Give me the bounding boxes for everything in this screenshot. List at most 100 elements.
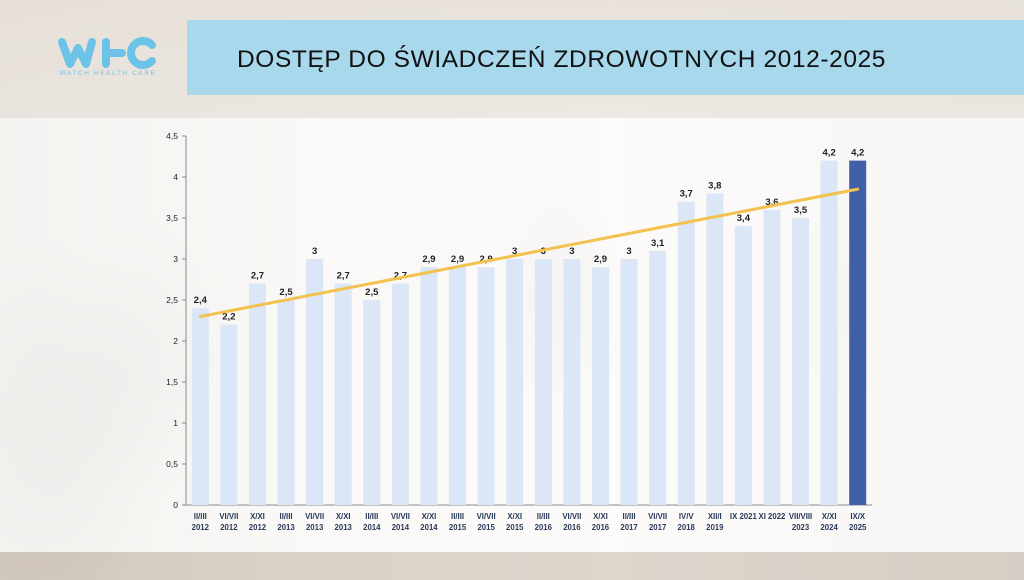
x-tick-label: II/III (623, 512, 636, 521)
y-tick-label: 2 (173, 336, 178, 346)
x-tick-label: IV/V (679, 512, 695, 521)
x-tick-label: II/III (451, 512, 464, 521)
x-tick-label: 2017 (649, 523, 666, 532)
x-tick-label: 2014 (420, 523, 438, 532)
logo-text: WATCH HEALTH CARE (59, 70, 157, 77)
x-tick-label: XII/I (708, 512, 722, 521)
data-label: 2,7 (251, 271, 264, 282)
data-label: 2,9 (451, 254, 464, 265)
x-tick-label: 2012 (249, 523, 267, 532)
bar (820, 160, 838, 505)
data-label: 2,7 (337, 271, 350, 282)
x-tick-label: 2016 (563, 523, 581, 532)
x-tick-label: VI/VII (391, 512, 410, 521)
footer-band (0, 552, 1024, 580)
bar (534, 259, 552, 505)
data-label: 3,4 (737, 213, 751, 224)
data-label: 3 (512, 246, 517, 257)
x-tick-label: X/XI (336, 512, 351, 521)
x-tick-label: VII/VIII (789, 512, 812, 521)
data-label: 3,1 (651, 238, 665, 249)
x-tick-label: X/XI (250, 512, 265, 521)
y-tick-label: 4 (173, 172, 178, 182)
x-tick-label: X/XI (507, 512, 522, 521)
data-label: 3 (312, 246, 317, 257)
x-tick-label: 2012 (220, 523, 238, 532)
data-label: 3 (569, 246, 574, 257)
y-tick-label: 0 (173, 500, 178, 510)
bar (563, 259, 581, 505)
data-label: 4,2 (851, 148, 864, 159)
bar (191, 308, 209, 505)
bar (506, 259, 524, 505)
bar (420, 267, 438, 505)
y-tick-label: 1 (173, 418, 178, 428)
x-tick-label: VI/VII (305, 512, 324, 521)
x-tick-label: 2013 (277, 523, 295, 532)
x-tick-label: 2014 (363, 523, 381, 532)
data-label: 2,5 (365, 287, 379, 298)
x-tick-label: 2015 (477, 523, 495, 532)
x-tick-label: 2016 (535, 523, 553, 532)
x-tick-label: 2014 (392, 523, 410, 532)
bar (363, 300, 381, 505)
bar (677, 201, 695, 505)
data-label: 2,2 (222, 312, 235, 323)
bar (391, 283, 409, 505)
bar (734, 226, 752, 505)
data-label: 2,9 (594, 254, 607, 265)
bar (449, 267, 467, 505)
x-tick-label: II/III (280, 512, 293, 521)
y-tick-label: 2,5 (166, 295, 178, 305)
page-title: DOSTĘP DO ŚWIADCZEŃ ZDROWOTNYCH 2012-202… (237, 46, 887, 73)
bar (306, 259, 324, 505)
y-tick-label: 0,5 (166, 459, 178, 469)
trendline (198, 187, 860, 319)
x-tick-label: IX 2021 (730, 512, 758, 521)
bar (277, 300, 295, 505)
y-tick-label: 3 (173, 254, 178, 264)
x-tick-label: X/XI (422, 512, 437, 521)
x-tick-label: 2023 (792, 523, 810, 532)
bar (849, 160, 867, 505)
x-tick-label: VI/VII (648, 512, 667, 521)
data-label: 2,7 (394, 271, 407, 282)
x-tick-label: 2016 (592, 523, 610, 532)
bar (763, 209, 781, 506)
data-label: 3,5 (794, 205, 808, 216)
y-tick-label: 4,5 (166, 131, 178, 141)
x-tick-label: 2015 (506, 523, 524, 532)
data-label: 2,5 (279, 287, 293, 298)
data-label: 3,7 (680, 189, 693, 200)
x-tick-label: 2024 (820, 523, 838, 532)
data-label: 3,8 (708, 180, 721, 191)
data-label: 2,4 (194, 295, 208, 306)
x-tick-label: 2013 (335, 523, 353, 532)
bar (620, 259, 638, 505)
y-tick-label: 3,5 (166, 213, 178, 223)
x-tick-label: VI/VII (477, 512, 496, 521)
x-tick-label: 2018 (678, 523, 696, 532)
x-tick-label: 2019 (706, 523, 724, 532)
x-tick-label: II/III (537, 512, 550, 521)
x-tick-label: X/XI (822, 512, 837, 521)
data-label: 2,9 (422, 254, 435, 265)
data-label: 4,2 (823, 148, 836, 159)
x-tick-label: VI/VII (219, 512, 238, 521)
bar (649, 250, 667, 505)
bar (248, 283, 266, 505)
x-tick-label: X/XI (593, 512, 608, 521)
x-tick-label: VI/VII (562, 512, 581, 521)
x-tick-label: 2012 (192, 523, 210, 532)
data-label: 3 (626, 246, 631, 257)
bar (334, 283, 352, 505)
x-tick-label: XI 2022 (759, 512, 787, 521)
bar (220, 324, 238, 505)
whc-logo-icon (56, 36, 160, 86)
bar (591, 267, 609, 505)
title-bar: DOSTĘP DO ŚWIADCZEŃ ZDROWOTNYCH 2012-202… (187, 20, 1024, 95)
x-tick-label: II/III (365, 512, 378, 521)
x-tick-label: 2025 (849, 523, 867, 532)
bar (477, 267, 495, 505)
